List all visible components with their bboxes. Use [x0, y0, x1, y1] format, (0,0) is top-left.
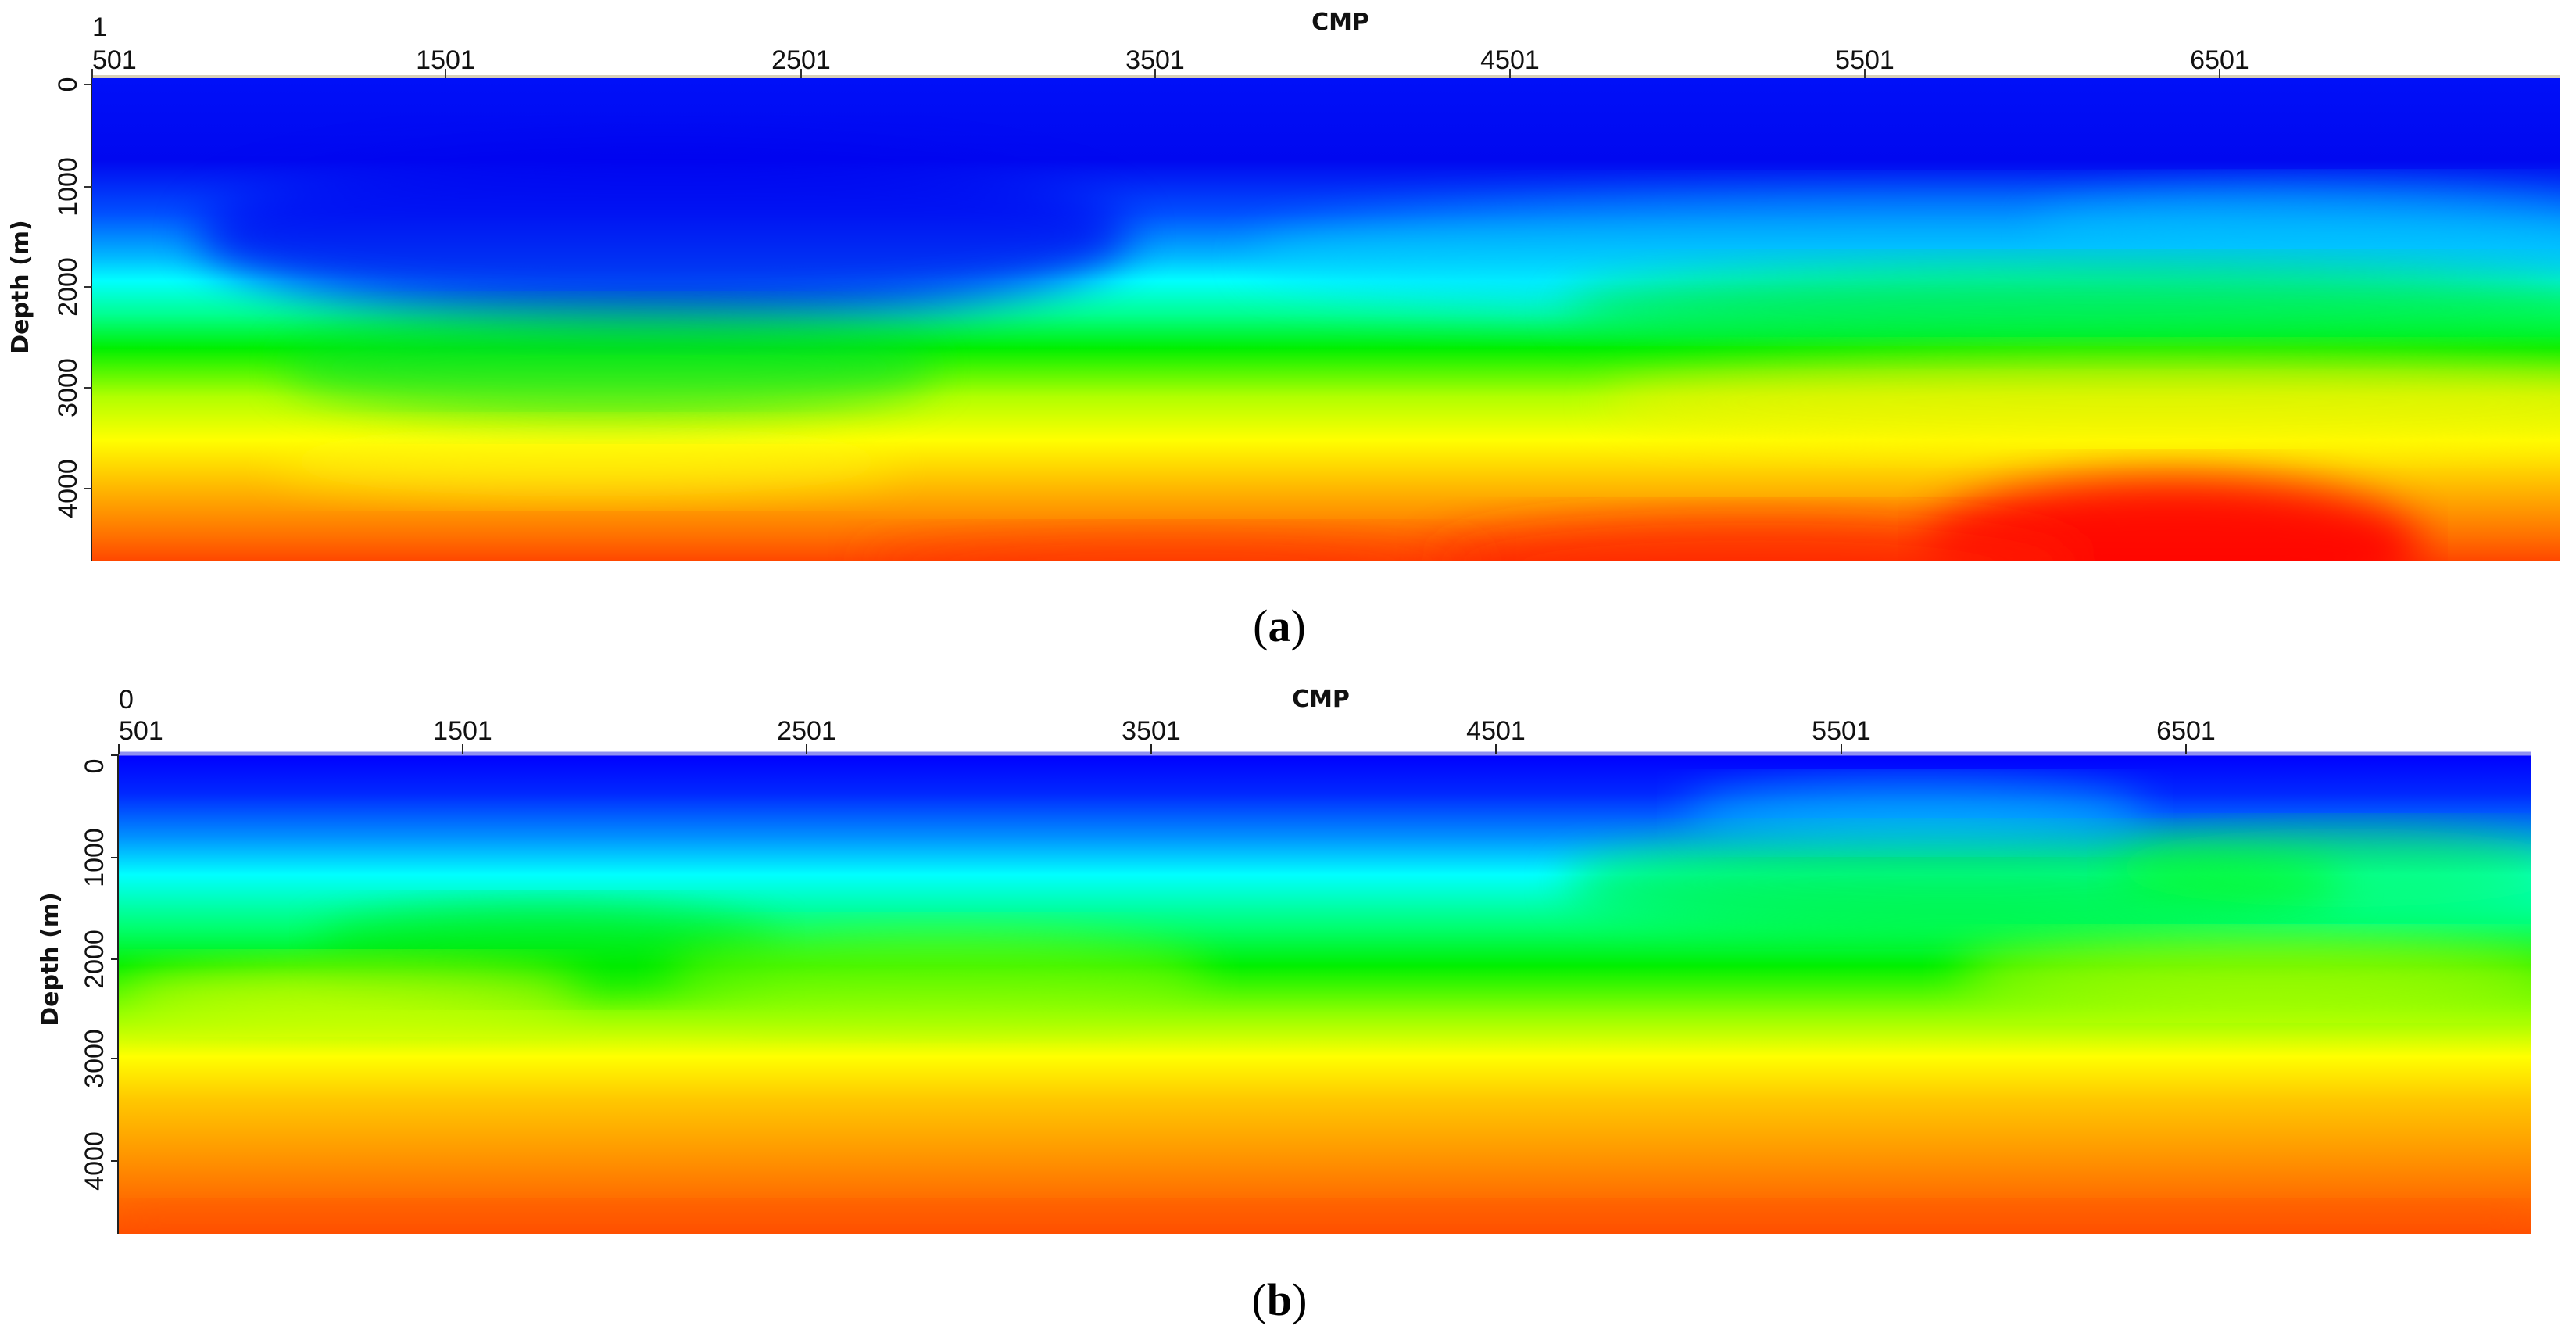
- x-tick-label: 501: [119, 716, 163, 746]
- y-axis-a: [84, 84, 92, 489]
- y-tick-label: 1000: [53, 157, 83, 217]
- y-tick-label: 3000: [53, 358, 83, 417]
- y-tick-label: 0: [80, 759, 109, 774]
- panel-b: 0 501 1501 2501 3501 4501 5501 6501 CMP …: [37, 685, 2531, 1325]
- x-axis-title-b: CMP: [1292, 686, 1350, 713]
- y-tick-label: 4000: [80, 1131, 109, 1191]
- y-axis-b: [111, 754, 119, 1162]
- y-axis-title-b: Depth (m): [37, 892, 64, 1026]
- y-tick-label: 2000: [80, 930, 109, 989]
- x-axis-b: [118, 744, 2187, 754]
- velocity-heatmap-a: [92, 78, 2560, 561]
- y-tick-label: 2000: [53, 257, 83, 317]
- x-tick-label: 6501: [2156, 716, 2216, 746]
- x-tick-label: 5501: [1835, 45, 1894, 75]
- x-tick-label: 4501: [1466, 716, 1526, 746]
- panel-label-a: (a): [1253, 600, 1306, 651]
- x-axis-title-a: CMP: [1311, 9, 1369, 36]
- y-axis-title-a: Depth (m): [7, 220, 34, 354]
- x-tick-label: 3501: [1122, 716, 1181, 746]
- velocity-heatmap-b: [119, 755, 2531, 1234]
- y-tick-label: 4000: [53, 459, 83, 518]
- panel-label-b: (b): [1252, 1274, 1308, 1325]
- y-tick-label: 1000: [80, 828, 109, 887]
- x-tick-label: 4501: [1480, 45, 1540, 75]
- x-tick-label: 6501: [2190, 45, 2249, 75]
- x-tick-label: 5501: [1812, 716, 1871, 746]
- x-axis-a: [91, 69, 2220, 78]
- x-tick-label: 501: [92, 45, 137, 75]
- y-tick-label: 3000: [80, 1029, 109, 1088]
- x-tick-label: 3501: [1125, 45, 1185, 75]
- corner-label-a: 1: [92, 13, 107, 42]
- panel-a: 1 501 1501 2501 3501 4501 5501 6501 CMP …: [7, 9, 2560, 651]
- x-tick-label: 2501: [777, 716, 836, 746]
- corner-label-b: 0: [119, 685, 134, 715]
- x-tick-label: 1501: [416, 45, 475, 75]
- x-tick-label: 1501: [433, 716, 492, 746]
- x-tick-label: 2501: [771, 45, 831, 75]
- y-tick-label: 0: [53, 77, 83, 92]
